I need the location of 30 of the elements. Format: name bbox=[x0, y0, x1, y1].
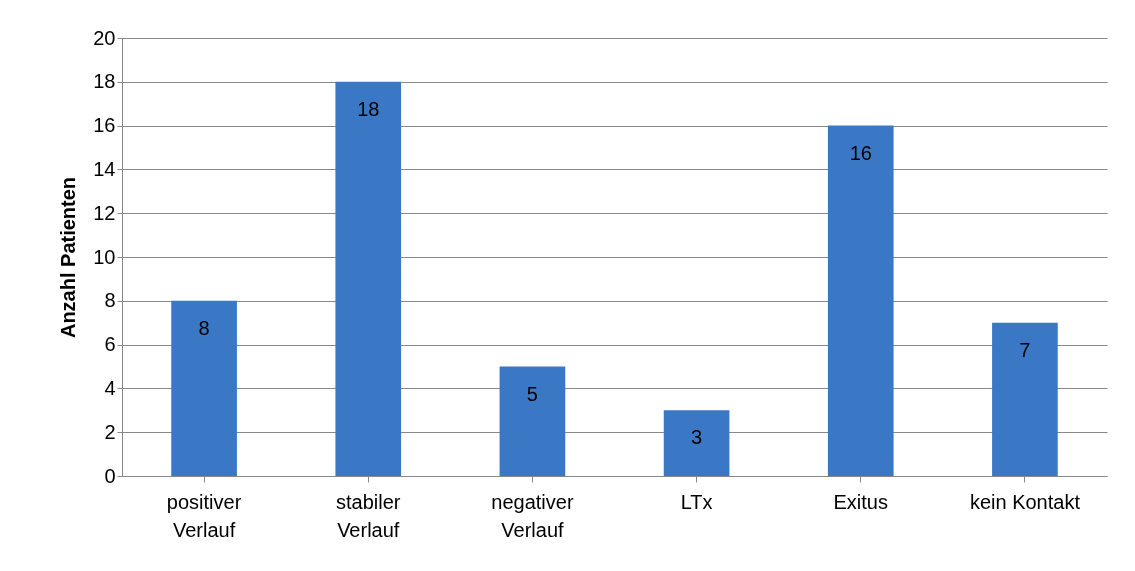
y-tick-label: 18 bbox=[93, 70, 116, 93]
bar bbox=[171, 300, 237, 476]
y-tick-label: 0 bbox=[104, 464, 116, 487]
x-tick-label: kein Kontakt bbox=[969, 490, 1081, 513]
data-label: 7 bbox=[1019, 338, 1031, 361]
y-tick-label: 6 bbox=[104, 333, 116, 356]
data-label: 8 bbox=[198, 316, 210, 339]
x-tick-label: LTx bbox=[680, 490, 713, 513]
x-tick-label: negativer Verlauf bbox=[491, 490, 574, 541]
bar bbox=[992, 322, 1058, 476]
x-tick-label: stabiler Verlauf bbox=[336, 490, 401, 541]
data-label: 18 bbox=[357, 97, 380, 120]
x-tick-label: positiver Verlauf bbox=[166, 490, 242, 541]
y-tick-label: 20 bbox=[93, 26, 116, 49]
data-label: 5 bbox=[526, 382, 538, 405]
y-tick-label: 2 bbox=[104, 420, 116, 443]
y-tick-label: 10 bbox=[93, 245, 116, 268]
bar bbox=[663, 410, 730, 476]
y-tick-label: 14 bbox=[93, 157, 116, 180]
y-tick-label: 12 bbox=[93, 201, 116, 224]
y-tick-label: 16 bbox=[93, 114, 116, 137]
y-tick-label: 8 bbox=[104, 289, 116, 312]
data-label: 3 bbox=[691, 426, 703, 449]
bar bbox=[499, 366, 566, 476]
x-tick-label: Exitus bbox=[833, 490, 888, 513]
y-tick-label: 4 bbox=[104, 376, 116, 399]
bar bbox=[335, 81, 402, 476]
bar bbox=[827, 125, 894, 476]
data-label: 16 bbox=[849, 141, 872, 164]
y-axis-title: Anzahl Patienten bbox=[57, 176, 80, 339]
